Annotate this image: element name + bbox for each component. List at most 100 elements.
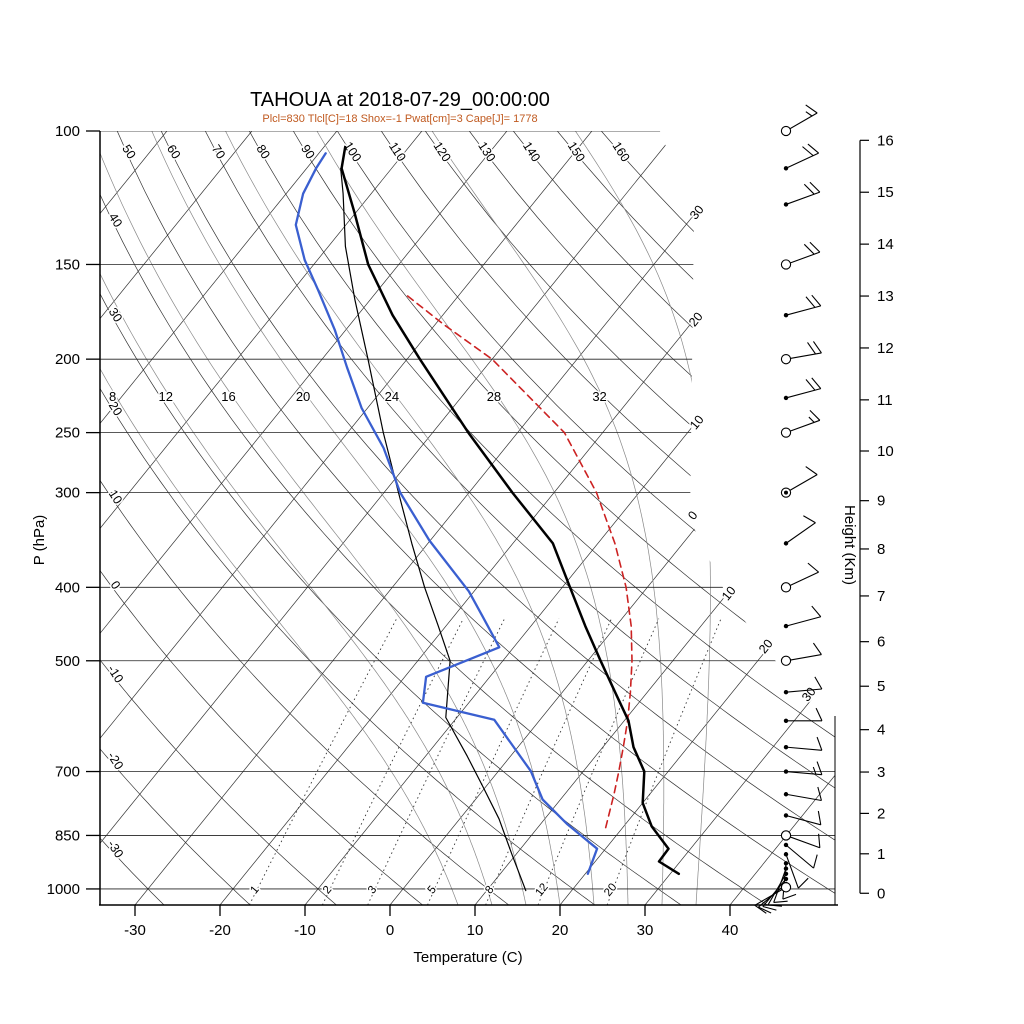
- dry-adiabat-line: [100, 131, 423, 905]
- wind-barbs: [754, 104, 823, 914]
- dry-adiabat-label: 50: [119, 142, 138, 161]
- dry-adiabat-line: [248, 131, 835, 905]
- wind-barb: [783, 181, 821, 207]
- temperature-tick-label: -10: [294, 922, 316, 939]
- y-axis-title: P (hPa): [31, 515, 48, 566]
- dry-adiabat-line: [100, 131, 682, 905]
- pressure-tick-label: 150: [55, 256, 80, 273]
- mixing-ratio-label: 3: [366, 884, 379, 897]
- pressure-tick-label: 850: [55, 827, 80, 844]
- wind-barb: [780, 410, 821, 438]
- dry-adiabat-label: 70: [209, 142, 228, 161]
- moist-adiabat-label: 28: [487, 389, 501, 404]
- level-marker-dot: [783, 689, 789, 695]
- isotherm-line: [474, 131, 835, 905]
- height-tick-label: 7: [877, 588, 885, 605]
- dry-adiabat-line: [100, 131, 596, 905]
- height-axis-title: Height (Km): [841, 505, 858, 585]
- dry-adiabat-line: [100, 131, 510, 905]
- moist-adiabat-line: [431, 131, 665, 905]
- wind-barb: [762, 876, 789, 911]
- level-marker-dot: [783, 623, 789, 629]
- isotherm-line: [100, 131, 168, 905]
- isotherm-line: [100, 131, 423, 905]
- moist-adiabat-label: 32: [592, 389, 606, 404]
- aux-curve: [340, 167, 527, 892]
- chart-title: TAHOUA at 2018-07-29_00:00:00: [250, 89, 550, 111]
- height-tick-label: 10: [877, 443, 894, 460]
- dry-adiabat-label: 60: [164, 142, 183, 161]
- level-marker-dot: [783, 202, 789, 207]
- isotherm-line: [100, 131, 508, 905]
- level-marker-circle: [780, 125, 792, 137]
- wind-barb: [780, 241, 821, 270]
- mixing-ratio-line: [248, 618, 397, 905]
- dry-adiabat-line: [204, 131, 835, 905]
- dry-adiabat-line: [100, 131, 251, 905]
- isotherm-line: [100, 131, 678, 905]
- moist-adiabat-line: [151, 131, 561, 905]
- moist-adiabat-line: [100, 131, 459, 905]
- temperature-tick-label: -30: [124, 922, 146, 939]
- isotherm-line: [644, 131, 835, 905]
- isotherm-label: 20: [756, 637, 776, 657]
- height-tick-label: 11: [877, 392, 893, 409]
- dry-adiabat-line: [601, 131, 835, 905]
- level-marker-circle: [780, 427, 792, 438]
- wind-barb: [783, 842, 818, 869]
- level-marker-dot: [783, 861, 789, 866]
- dry-adiabat-line: [100, 131, 768, 905]
- mixing-ratio-line: [367, 618, 505, 905]
- level-marker-dot: [783, 718, 789, 723]
- height-tick-label: 9: [877, 493, 885, 510]
- wind-barb: [783, 294, 822, 318]
- profiles: [294, 145, 681, 892]
- level-marker-circle: [780, 582, 792, 593]
- dewpoint-profile: [294, 152, 599, 875]
- height-tick-label: 0: [877, 885, 885, 902]
- level-marker-dot: [783, 395, 789, 401]
- level-marker-dot: [783, 792, 789, 797]
- height-tick-label: 12: [877, 340, 894, 357]
- moist-adiabat-line: [316, 131, 629, 905]
- wind-barb: [783, 143, 819, 171]
- wind-barb: [783, 605, 822, 629]
- level-marker-dot: [783, 769, 789, 774]
- level-marker-dot: [783, 852, 789, 857]
- level-marker-dot: [784, 490, 788, 495]
- temperature-tick-label: -20: [209, 922, 231, 939]
- mixing-ratio-line: [427, 618, 560, 905]
- wind-barb: [780, 642, 822, 666]
- wind-barb: [783, 810, 822, 826]
- pressure-tick-label: 500: [55, 653, 80, 670]
- wind-barb: [783, 707, 823, 723]
- level-marker-dot: [783, 842, 789, 848]
- level-marker-dot: [783, 866, 789, 871]
- x-axis-title: Temperature (C): [413, 949, 522, 966]
- height-tick-label: 14: [877, 236, 894, 253]
- height-tick-label: 15: [877, 184, 894, 201]
- wind-barb: [783, 515, 816, 546]
- wind-barb: [783, 736, 823, 751]
- dry-adiabat-label: 80: [253, 142, 272, 161]
- level-marker-dot: [783, 744, 789, 750]
- mixing-ratio-line: [321, 618, 464, 905]
- height-tick-label: 5: [877, 678, 885, 695]
- dry-adiabat-line: [381, 131, 835, 905]
- pressure-tick-label: 300: [55, 485, 80, 502]
- pressure-tick-label: 100: [55, 123, 80, 140]
- height-tick-label: 3: [877, 764, 885, 781]
- wind-barb: [783, 676, 823, 695]
- temperature-tick-label: 40: [722, 922, 739, 939]
- wind-barb: [783, 377, 822, 401]
- mixing-ratio-label: 1: [248, 884, 261, 897]
- dry-adiabat-line: [425, 131, 835, 905]
- wind-barb: [780, 562, 819, 593]
- level-marker-circle: [780, 655, 792, 666]
- dry-adiabat-label: -30: [105, 838, 127, 861]
- wind-barb: [783, 852, 809, 889]
- mixing-ratio-label: 20: [602, 881, 619, 898]
- dry-adiabat-line: [469, 131, 835, 905]
